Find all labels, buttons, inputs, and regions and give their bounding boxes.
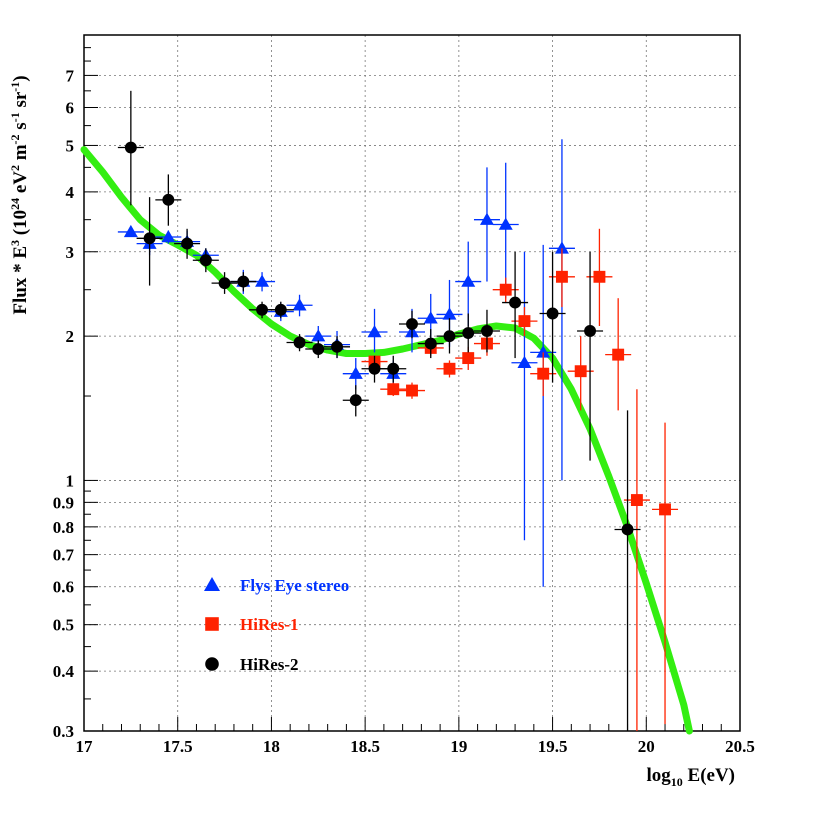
data-point	[237, 275, 250, 288]
y-tick-label: 0.5	[53, 616, 74, 635]
y-axis-label: Flux * E3 (1024 eV2 m-2 s-1 sr-1)	[8, 75, 31, 314]
data-point	[537, 367, 550, 380]
legend: Flys Eye stereo HiRes-1 HiRes-2	[204, 576, 349, 674]
data-point	[554, 241, 569, 254]
y-tick-label: 3	[66, 243, 75, 262]
data-point	[621, 523, 634, 536]
data-point	[423, 311, 438, 324]
x-tick-label: 18.5	[350, 737, 380, 756]
y-tick-label: 1	[66, 471, 75, 490]
y-tick-label: 0.4	[53, 662, 75, 681]
data-point	[143, 232, 156, 245]
series-circle	[117, 90, 641, 731]
x-axis-ticks: 17 17.5 18 18.5 19 19.5 20 20.5	[76, 717, 755, 756]
series-triangle	[117, 139, 575, 587]
data-marks	[117, 90, 679, 731]
data-point	[498, 217, 513, 230]
data-point	[593, 270, 606, 283]
data-point	[331, 340, 343, 353]
y-tick-label: 7	[66, 66, 75, 85]
y-tick-label: 0.7	[53, 546, 75, 565]
data-point	[424, 337, 437, 350]
data-point	[442, 307, 457, 320]
data-point	[546, 307, 559, 320]
data-point	[367, 325, 382, 338]
x-tick-label: 17	[76, 737, 94, 756]
data-point	[124, 141, 137, 154]
data-point	[462, 352, 475, 365]
data-point	[659, 503, 671, 516]
data-point	[517, 355, 532, 369]
data-point	[256, 303, 269, 316]
x-tick-label: 17.5	[163, 737, 193, 756]
y-tick-label: 0.9	[53, 493, 74, 512]
data-point	[406, 384, 418, 397]
data-point	[443, 362, 456, 375]
data-point	[536, 345, 551, 358]
data-point	[481, 325, 493, 337]
data-point	[348, 366, 363, 379]
data-point	[509, 296, 522, 309]
data-point	[406, 318, 418, 330]
plot-frame	[83, 34, 741, 732]
data-point	[311, 329, 326, 342]
y-tick-label: 6	[66, 98, 75, 117]
data-point	[387, 362, 400, 375]
data-point	[555, 270, 568, 283]
data-point	[368, 362, 381, 375]
data-point	[443, 330, 456, 343]
data-point	[612, 348, 625, 361]
data-point	[462, 327, 475, 340]
y-tick-label: 2	[66, 327, 75, 346]
x-tick-label: 19	[450, 737, 467, 756]
y-axis-ticks: 0.3 0.4 0.5 0.6 0.7 0.8 0.9 1 2 3 4 5 6 7	[53, 47, 98, 741]
data-point	[199, 254, 212, 267]
y-tick-label: 0.8	[53, 518, 74, 537]
data-point	[574, 365, 587, 378]
data-point	[630, 494, 643, 506]
x-tick-label: 20.5	[725, 737, 755, 756]
data-point	[123, 224, 138, 238]
data-point	[312, 343, 325, 355]
data-point	[292, 298, 307, 311]
data-point	[387, 383, 400, 396]
data-point	[349, 394, 362, 407]
y-tick-label: 0.3	[53, 722, 74, 741]
x-tick-label: 19.5	[538, 737, 568, 756]
legend-marker	[205, 617, 219, 631]
y-tick-label: 4	[66, 183, 75, 202]
data-point	[162, 193, 175, 206]
data-point	[181, 237, 194, 250]
data-point	[479, 212, 494, 225]
data-point	[218, 277, 231, 290]
x-axis-label: log10 E(eV)	[646, 765, 735, 789]
data-point	[293, 336, 306, 349]
data-point	[584, 325, 597, 337]
legend-label: HiRes-1	[240, 615, 299, 634]
data-point	[461, 274, 476, 287]
data-point	[274, 303, 287, 316]
y-tick-label: 0.6	[53, 578, 74, 597]
legend-marker	[205, 657, 219, 671]
y-tick-label: 5	[66, 136, 75, 155]
legend-marker	[204, 577, 220, 591]
legend-label: HiRes-2	[240, 655, 299, 674]
x-tick-label: 18	[263, 737, 280, 756]
data-point	[499, 283, 512, 296]
x-tick-label: 20	[638, 737, 655, 756]
legend-label: Flys Eye stereo	[240, 576, 349, 595]
data-point	[161, 230, 176, 243]
data-point	[518, 315, 531, 328]
data-point	[255, 274, 270, 287]
